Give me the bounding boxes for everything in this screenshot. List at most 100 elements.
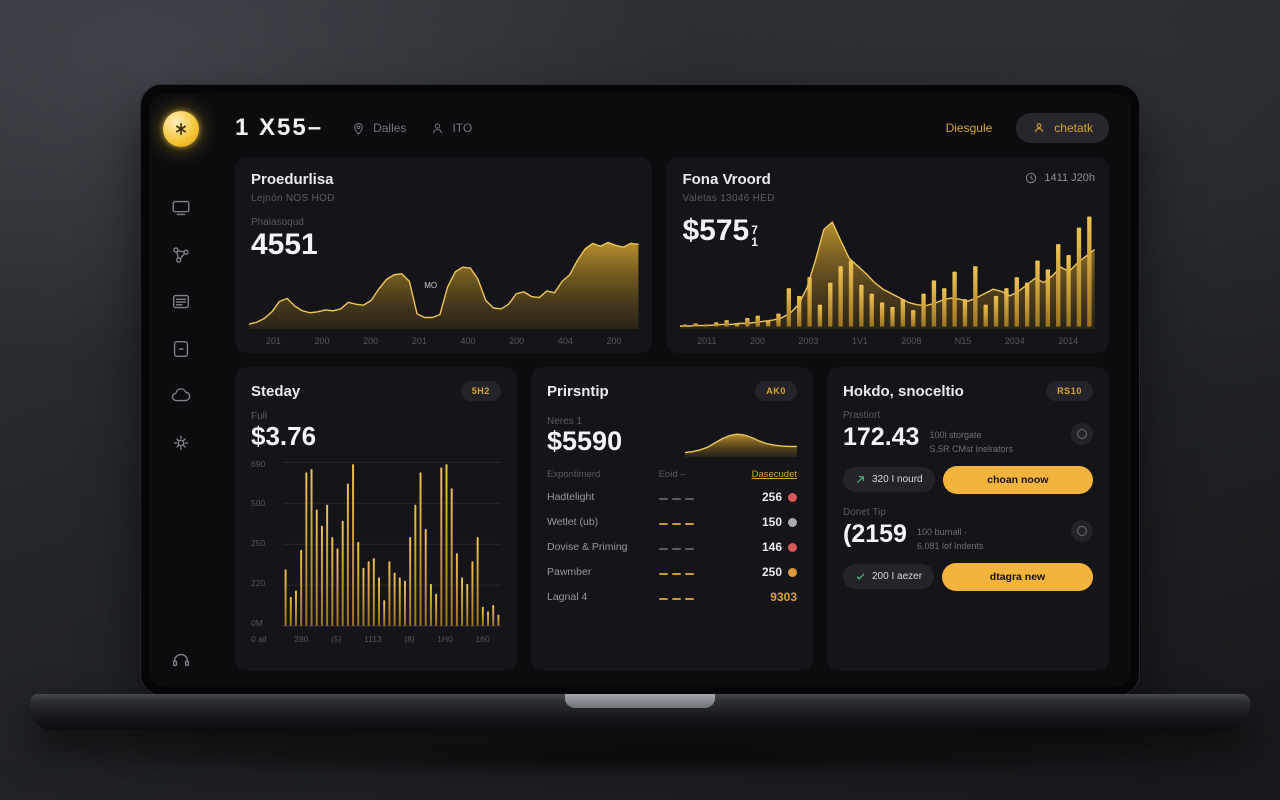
- controls-row: 200 I aezer dtagra new: [843, 562, 1093, 591]
- metric-value: 4551: [251, 228, 318, 261]
- user-selector[interactable]: ITO: [430, 121, 472, 136]
- location-pin-icon: [354, 122, 363, 135]
- coin-dot-icon: [788, 542, 797, 552]
- card-header: Steday 5H2: [251, 381, 501, 401]
- bottom-cards-row: Steday 5H2 Full $3.76 690 500 250 220 0M 0 a…: [235, 367, 1109, 671]
- sidebar-item-cloud[interactable]: [170, 385, 192, 407]
- axis-tick: 250: [251, 538, 266, 549]
- time-indicator: 1411 J20h: [1024, 171, 1095, 185]
- badge[interactable]: AK0: [755, 381, 797, 401]
- main-content: 1 X55– Dalles ITO Diesgule: [213, 93, 1131, 687]
- coin-icon[interactable]: [1071, 519, 1093, 542]
- sidebar-item-list[interactable]: [170, 291, 192, 313]
- section-value: (2159: [843, 519, 907, 548]
- axis-tick: N15: [954, 336, 972, 346]
- axis-tick: 200: [509, 336, 525, 346]
- value-row: 172.43 100l storgate S.5R CMst Inelrator…: [843, 423, 1093, 457]
- card-steday: Steday 5H2 Full $3.76 690 500 250 220 0M 0 a…: [235, 367, 517, 671]
- card-hokdo: Hokdo, snoceltio RS10 Prastiort 172.43 1…: [827, 367, 1109, 671]
- row-value: 9303: [770, 589, 797, 604]
- share-nodes-icon: [173, 247, 189, 263]
- donet-section: Donet Tip (2159 100 burnall · 6.081 lof …: [843, 507, 1093, 591]
- card-title: Fona Vroord: [682, 171, 771, 188]
- action-button[interactable]: dtagra new: [942, 562, 1093, 591]
- laptop-screen: 1 X55– Dalles ITO Diesgule: [140, 84, 1140, 696]
- card-header: Prirsntip AK0: [547, 381, 797, 401]
- sidebar-item-monitor[interactable]: [170, 197, 192, 219]
- sidebar-item-analytics[interactable]: [170, 244, 192, 266]
- amount-label: 200 I aezer: [872, 571, 923, 583]
- row-value: 256: [733, 490, 797, 504]
- sidebar: [149, 93, 213, 687]
- metric-block: Neres 1 $5590: [547, 411, 797, 457]
- metric-label: Full: [251, 411, 268, 422]
- action-button[interactable]: choan noow: [942, 465, 1093, 494]
- controls-row: 320 I nourd choan noow: [843, 465, 1093, 494]
- table-header-value[interactable]: Dasecudet: [751, 469, 797, 480]
- chart-annotation: MO: [424, 281, 438, 290]
- table-header: Expontimerd Eoid – Dasecudet: [547, 457, 797, 484]
- row-dashes: [658, 516, 733, 528]
- amount-pill[interactable]: 200 I aezer: [843, 564, 935, 590]
- table-row[interactable]: Dovise & Priming 146: [547, 534, 797, 559]
- axis-footnote: 0 all: [251, 634, 267, 644]
- logo-glyph-icon: [176, 122, 186, 136]
- sidebar-item-notes[interactable]: [170, 338, 192, 360]
- coin-icon[interactable]: [1071, 423, 1093, 445]
- x-axis-ticks: 2011 200 2003 1V1 2008 N15 2034 2014: [680, 336, 1095, 346]
- amount-pill[interactable]: 320 I nourd: [843, 467, 935, 493]
- section-value: 172.43: [843, 423, 920, 451]
- arrow-up-right-icon: [857, 476, 864, 484]
- row-label: Dovise & Priming: [547, 540, 628, 553]
- location-selector[interactable]: Dalles: [351, 121, 406, 136]
- axis-tick: 201: [265, 336, 281, 346]
- axis-tick: 280: [294, 634, 309, 644]
- note-line: S.5R CMst Inelrators: [929, 444, 1013, 455]
- header-link[interactable]: Diesgule: [945, 121, 993, 135]
- bar-chart-grid: 690 500 250 220 0M 0 all 280 (5) 1113 (8) 1H0 160: [251, 459, 501, 657]
- axis-tick: 200: [606, 336, 622, 346]
- row-label: Wetlet (ub): [547, 515, 599, 528]
- axis-tick: 201: [411, 336, 427, 346]
- top-bar: 1 X55– Dalles ITO Diesgule: [235, 105, 1109, 151]
- header-cta-button[interactable]: chetatk: [1016, 113, 1109, 143]
- card-produrlisa: Proedurlisa Lejnón NOS HOD Phalasoqud 45…: [235, 157, 653, 353]
- section-notes: 100l storgate S.5R CMst Inelrators: [929, 423, 1071, 457]
- headset-icon: [172, 653, 190, 667]
- axis-tick: 160: [475, 634, 490, 644]
- value-main: $575: [682, 214, 750, 247]
- table-row[interactable]: Wetlet (ub) 150: [547, 509, 797, 534]
- x-axis-ticks: 280 (5) 1113 (8) 1H0 160: [283, 629, 501, 645]
- axis-tick: 1113: [364, 634, 382, 644]
- table-row[interactable]: Lagnal 4 9303: [547, 584, 797, 609]
- axis-tick: 690: [251, 458, 266, 469]
- sidebar-item-settings[interactable]: [170, 432, 192, 454]
- sidebar-nav: [170, 197, 192, 454]
- card-title: Proedurlisa: [251, 171, 334, 188]
- monitor-icon: [172, 200, 190, 216]
- sidebar-item-support[interactable]: [170, 649, 192, 671]
- coin-dot-icon: [788, 517, 797, 527]
- badge[interactable]: 5H2: [460, 381, 501, 401]
- table-header-name[interactable]: Expontimerd: [547, 469, 601, 480]
- badge[interactable]: RS10: [1046, 381, 1093, 401]
- dashboard: 1 X55– Dalles ITO Diesgule: [149, 93, 1131, 687]
- card-header: Hokdo, snoceltio RS10: [843, 381, 1093, 401]
- coin-dot-icon: [788, 492, 797, 502]
- table-row[interactable]: Hadtelight 256: [547, 484, 797, 509]
- row-label: Pawmber: [547, 565, 592, 578]
- amount-label: 320 I nourd: [872, 474, 923, 486]
- row-value: 150: [733, 515, 797, 529]
- area-chart: MO: [249, 229, 638, 329]
- app-logo[interactable]: [163, 111, 199, 147]
- table-row[interactable]: Pawmber 250: [547, 559, 797, 584]
- page-title: 1 X55–: [235, 114, 324, 141]
- row-dashes: [658, 566, 733, 578]
- check-icon: [856, 573, 865, 580]
- axis-tick: 2014: [1058, 336, 1079, 346]
- axis-tick: 220: [251, 578, 266, 589]
- table-header-mid[interactable]: Eoid –: [658, 469, 686, 480]
- list-panel-icon: [172, 294, 190, 309]
- card-title: Prirsntip: [547, 382, 609, 400]
